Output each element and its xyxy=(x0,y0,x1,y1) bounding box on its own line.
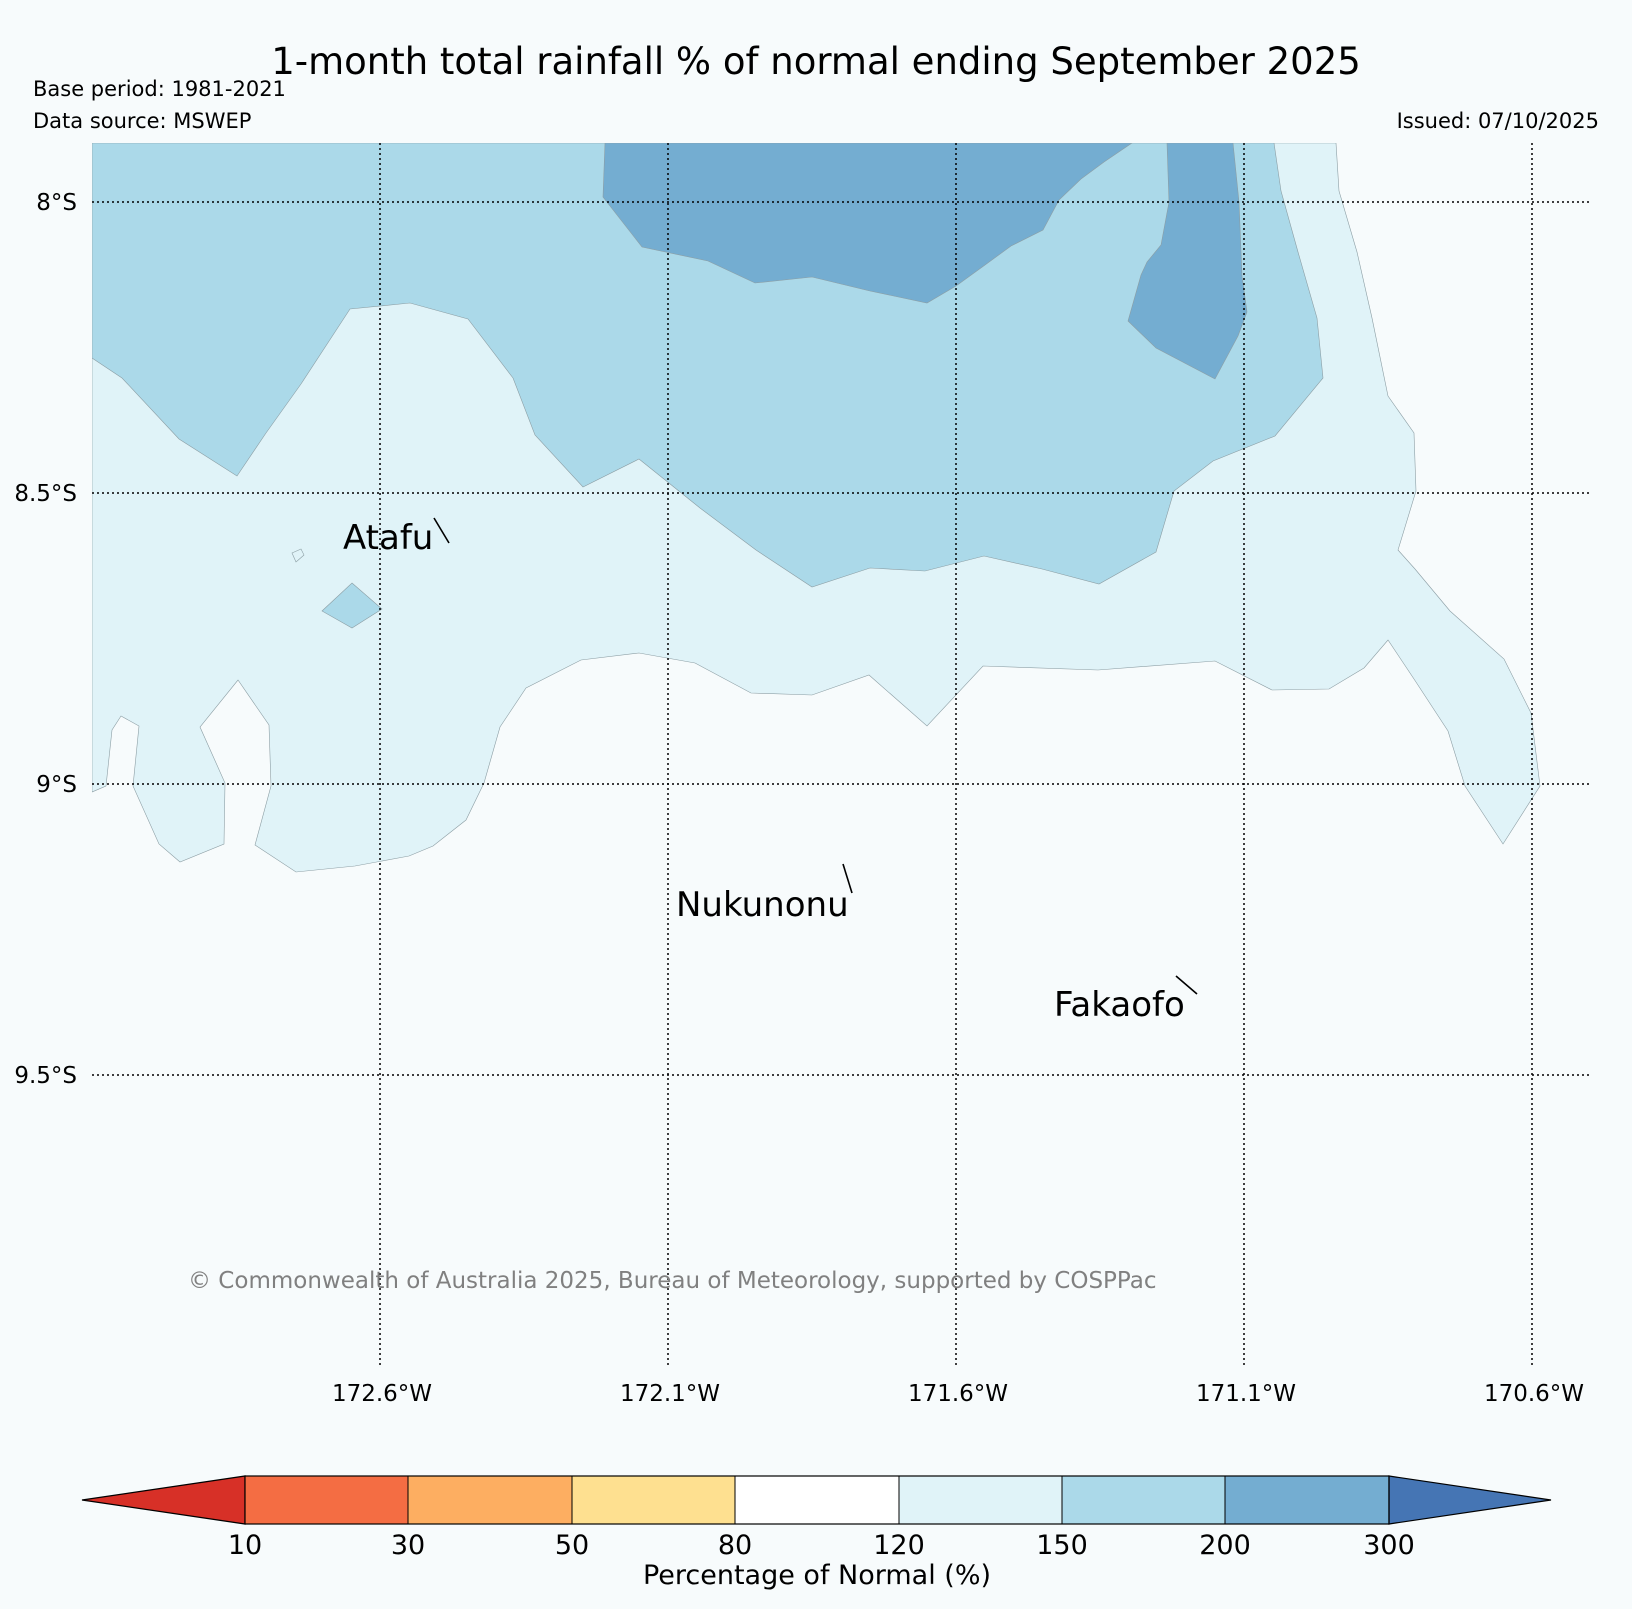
colorbar-tick: 50 xyxy=(555,1530,589,1561)
lon-label: 172.6°W xyxy=(332,1381,432,1407)
colorbar-tick: 150 xyxy=(1036,1530,1088,1561)
place-label-atafu: Atafu xyxy=(343,518,433,558)
base-period-note: Base period: 1981-2021 xyxy=(33,77,286,101)
colorbar-tick: 30 xyxy=(391,1530,425,1561)
atoll-nukunonu-marker xyxy=(842,863,853,894)
colorbar-under-arrow xyxy=(81,1475,246,1525)
colorbar-segment-200-300 xyxy=(1225,1476,1389,1524)
colorbar-ticks: 10 30 50 80 120 150 200 300 xyxy=(228,1530,1415,1561)
band-200-300 xyxy=(602,143,1133,304)
colorbar-segment-50-80 xyxy=(572,1476,735,1524)
colorbar-segment-120-150 xyxy=(899,1476,1062,1524)
colorbar-over-arrow xyxy=(1388,1475,1552,1525)
colorbar-tick: 10 xyxy=(228,1530,262,1561)
colorbar-tick: 300 xyxy=(1363,1530,1415,1561)
colorbar-segment-80-120 xyxy=(735,1476,899,1524)
lat-label: 9°S xyxy=(36,772,77,798)
colorbar-label: Percentage of Normal (%) xyxy=(643,1560,991,1591)
issued-date: Issued: 07/10/2025 xyxy=(1396,109,1599,133)
lon-label: 172.1°W xyxy=(620,1381,720,1407)
lat-label: 9.5°S xyxy=(14,1063,77,1089)
lat-label: 8.5°S xyxy=(14,481,77,507)
copyright-notice: © Commonwealth of Australia 2025, Bureau… xyxy=(188,1268,1157,1294)
colorbar-tick: 80 xyxy=(718,1530,752,1561)
lon-label: 170.6°W xyxy=(1484,1381,1584,1407)
lat-label: 8°S xyxy=(36,190,77,216)
chart-title: 1-month total rainfall % of normal endin… xyxy=(271,40,1361,83)
place-label-nukunonu: Nukunonu xyxy=(676,885,849,925)
lon-label: 171.1°W xyxy=(1196,1381,1296,1407)
place-labels: Atafu Nukunonu Fakaofo xyxy=(343,518,1185,1025)
band-150-200 xyxy=(92,143,1324,588)
atoll-fakaofo-marker xyxy=(1175,975,1198,995)
atoll-atafu-marker xyxy=(433,517,450,544)
band-120-150-small xyxy=(291,548,305,563)
colorbar-segment-10-30 xyxy=(245,1476,408,1524)
place-label-fakaofo: Fakaofo xyxy=(1054,985,1185,1025)
latitude-labels: 8°S 8.5°S 9°S 9.5°S xyxy=(14,190,77,1089)
colorbar-outline xyxy=(244,1475,1390,1525)
rainfall-contours xyxy=(92,143,1589,1367)
lon-label: 171.6°W xyxy=(908,1381,1008,1407)
graticule xyxy=(92,143,1589,1367)
band-150-200-small xyxy=(321,582,383,629)
colorbar-segment-150-200 xyxy=(1062,1476,1225,1524)
colorbar-tick: 200 xyxy=(1199,1530,1251,1561)
atolls xyxy=(433,517,1198,995)
colorbar-segment-30-50 xyxy=(408,1476,572,1524)
colorbar-tick: 120 xyxy=(873,1530,925,1561)
longitude-labels: 172.6°W 172.1°W 171.6°W 171.1°W 170.6°W xyxy=(332,1381,1584,1407)
data-source-note: Data source: MSWEP xyxy=(33,109,252,133)
